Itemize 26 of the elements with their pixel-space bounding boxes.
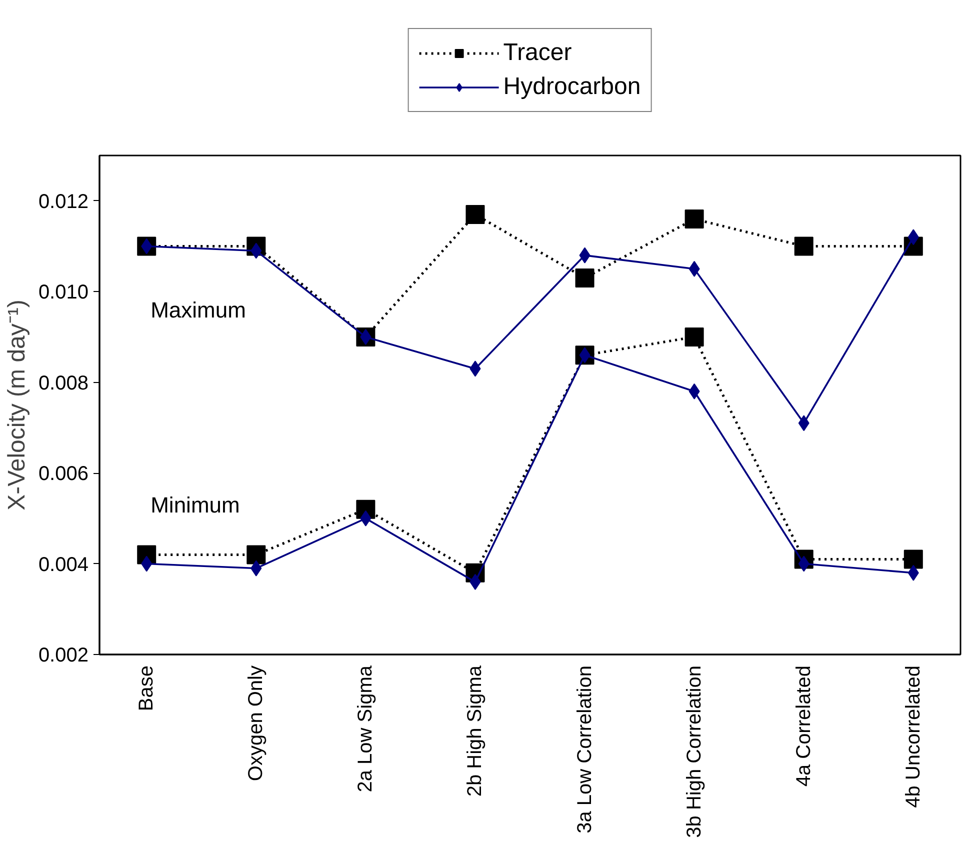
point bbox=[684, 210, 704, 229]
legend-label: Hydrocarbon bbox=[503, 73, 641, 101]
y-tick-label: 0.004 bbox=[38, 554, 89, 576]
point bbox=[794, 236, 814, 256]
point bbox=[575, 268, 594, 288]
y-tick-label: 0.008 bbox=[38, 372, 89, 394]
x-tick-label: 4a Correlated bbox=[792, 665, 815, 787]
x-tick-label: 2b High Sigma bbox=[464, 664, 486, 797]
y-tick-label: 0.012 bbox=[38, 190, 89, 213]
x-tick-label: 3b High Correlation bbox=[683, 665, 706, 838]
x-tick-label: 2a Low Sigma bbox=[354, 664, 377, 792]
point bbox=[466, 204, 485, 224]
x-tick-label: Oxygen Only bbox=[245, 665, 268, 782]
annotation: Maximum bbox=[150, 298, 246, 323]
y-axis-title: X-Velocity (m day⁻¹) bbox=[3, 300, 30, 510]
x-tick-label: Base bbox=[136, 665, 158, 712]
y-tick-label: 0.010 bbox=[38, 282, 89, 304]
legend-label: Tracer bbox=[503, 39, 572, 67]
x-tick-label: 4b Uncorrelated bbox=[902, 665, 924, 808]
annotation: Minimum bbox=[150, 492, 240, 518]
point bbox=[684, 327, 704, 346]
point bbox=[904, 550, 923, 569]
y-tick-label: 0.002 bbox=[38, 644, 89, 666]
x-tick-label: 3a Low Correlation bbox=[574, 665, 596, 834]
y-tick-label: 0.006 bbox=[38, 463, 89, 486]
point bbox=[246, 545, 266, 564]
